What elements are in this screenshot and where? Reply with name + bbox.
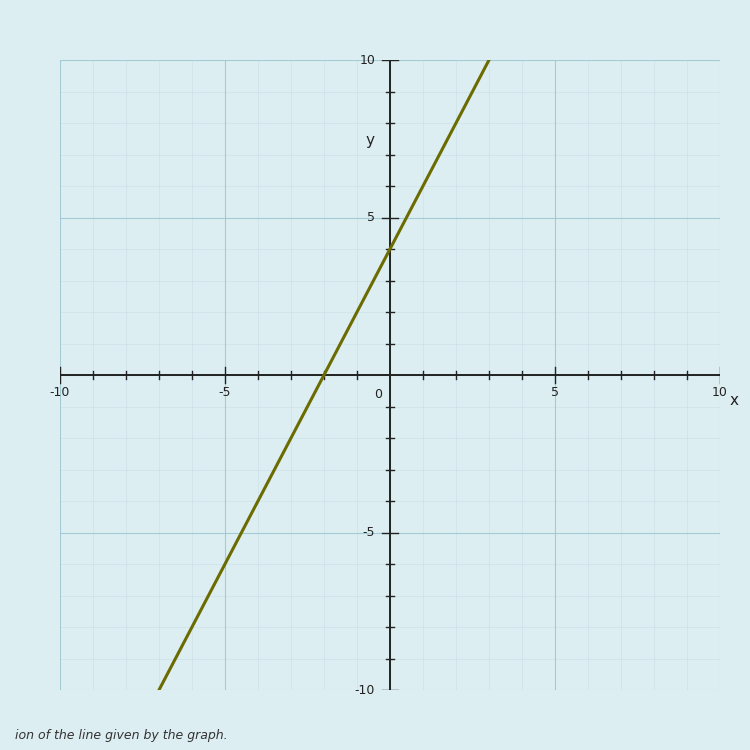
Text: 0: 0	[374, 388, 382, 401]
Text: -10: -10	[50, 386, 70, 399]
Text: 5: 5	[551, 386, 559, 399]
Text: -5: -5	[219, 386, 231, 399]
Text: -5: -5	[363, 526, 375, 539]
Text: 10: 10	[359, 53, 375, 67]
Text: x: x	[730, 393, 739, 408]
Text: 5: 5	[368, 211, 375, 224]
Text: 10: 10	[712, 386, 728, 399]
Text: ion of the line given by the graph.: ion of the line given by the graph.	[15, 730, 228, 742]
Text: y: y	[366, 134, 375, 148]
Text: -10: -10	[355, 683, 375, 697]
